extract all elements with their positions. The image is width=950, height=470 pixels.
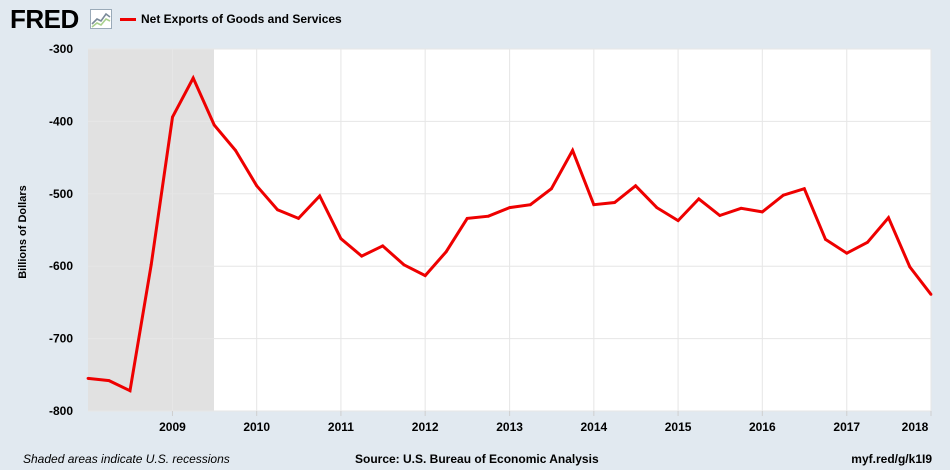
- y-tick-label: -400: [49, 114, 73, 128]
- data-point[interactable]: [423, 274, 427, 277]
- x-tick-label: 2015: [665, 420, 692, 434]
- data-point[interactable]: [128, 389, 132, 393]
- short-url-link[interactable]: myf.red/g/k1I9: [851, 452, 932, 466]
- legend-line-swatch: [120, 17, 136, 21]
- x-tick-label: 2014: [580, 420, 607, 434]
- data-point[interactable]: [739, 206, 743, 210]
- data-point[interactable]: [212, 123, 216, 127]
- data-point[interactable]: [191, 76, 195, 80]
- data-point[interactable]: [276, 208, 279, 212]
- x-tick-label: 2018: [902, 420, 929, 434]
- recession-note: Shaded areas indicate U.S. recessions: [23, 452, 230, 466]
- data-point[interactable]: [613, 201, 616, 204]
- data-point[interactable]: [318, 194, 322, 198]
- data-point[interactable]: [592, 203, 596, 207]
- data-point[interactable]: [171, 115, 174, 119]
- data-point[interactable]: [381, 244, 385, 248]
- data-point[interactable]: [487, 214, 490, 218]
- data-point[interactable]: [866, 240, 869, 244]
- chart-header: FRED Net Exports of Goods and Services: [0, 0, 950, 42]
- data-point[interactable]: [655, 206, 659, 210]
- y-tick-label: -500: [49, 187, 73, 201]
- data-point[interactable]: [697, 197, 701, 201]
- data-point[interactable]: [634, 184, 637, 188]
- data-point[interactable]: [234, 149, 237, 152]
- chart-footer: Shaded areas indicate U.S. recessions So…: [0, 449, 950, 470]
- data-point[interactable]: [929, 293, 933, 296]
- data-point[interactable]: [402, 263, 406, 267]
- y-tick-label: -600: [49, 259, 73, 273]
- data-point[interactable]: [887, 216, 890, 220]
- data-point[interactable]: [444, 250, 448, 254]
- recession-shade: [88, 49, 214, 411]
- data-point[interactable]: [571, 149, 574, 152]
- line-chart: -300 -400 -500 -600 -700 -800 2009 2010 2011 201…: [49, 42, 933, 434]
- data-point[interactable]: [908, 265, 912, 269]
- data-point[interactable]: [676, 219, 680, 223]
- data-point[interactable]: [802, 187, 806, 191]
- data-point[interactable]: [760, 210, 764, 214]
- x-tick-label: 2016: [749, 420, 776, 434]
- data-point[interactable]: [360, 254, 364, 258]
- data-point[interactable]: [149, 263, 153, 267]
- source-credit[interactable]: Source: U.S. Bureau of Economic Analysis: [355, 452, 599, 466]
- data-point[interactable]: [845, 251, 849, 255]
- x-tick-label: 2017: [833, 420, 860, 434]
- x-tick-label: 2013: [496, 420, 523, 434]
- data-point[interactable]: [297, 217, 300, 220]
- legend-series-label[interactable]: Net Exports of Goods and Services: [141, 12, 342, 26]
- data-point[interactable]: [86, 377, 90, 380]
- x-tick-label: 2011: [328, 420, 354, 434]
- x-tick-label: 2012: [412, 420, 439, 434]
- y-tick-label: -300: [49, 42, 73, 56]
- data-point[interactable]: [107, 379, 111, 382]
- y-tick-label: -800: [49, 404, 73, 418]
- fred-chart-icon: [90, 9, 112, 29]
- data-point[interactable]: [465, 217, 469, 220]
- x-tick-label: 2009: [159, 420, 186, 434]
- x-tick-label: 2010: [243, 420, 270, 434]
- data-point[interactable]: [718, 214, 722, 217]
- fred-logo[interactable]: FRED: [10, 4, 79, 34]
- data-point[interactable]: [781, 193, 785, 197]
- data-point[interactable]: [255, 184, 259, 188]
- data-point[interactable]: [550, 187, 553, 191]
- y-tick-label: -700: [49, 332, 73, 346]
- chart-legend: Net Exports of Goods and Services: [120, 12, 342, 26]
- data-point[interactable]: [824, 238, 827, 241]
- data-point[interactable]: [529, 203, 532, 207]
- data-point[interactable]: [508, 206, 511, 210]
- data-point[interactable]: [339, 237, 343, 241]
